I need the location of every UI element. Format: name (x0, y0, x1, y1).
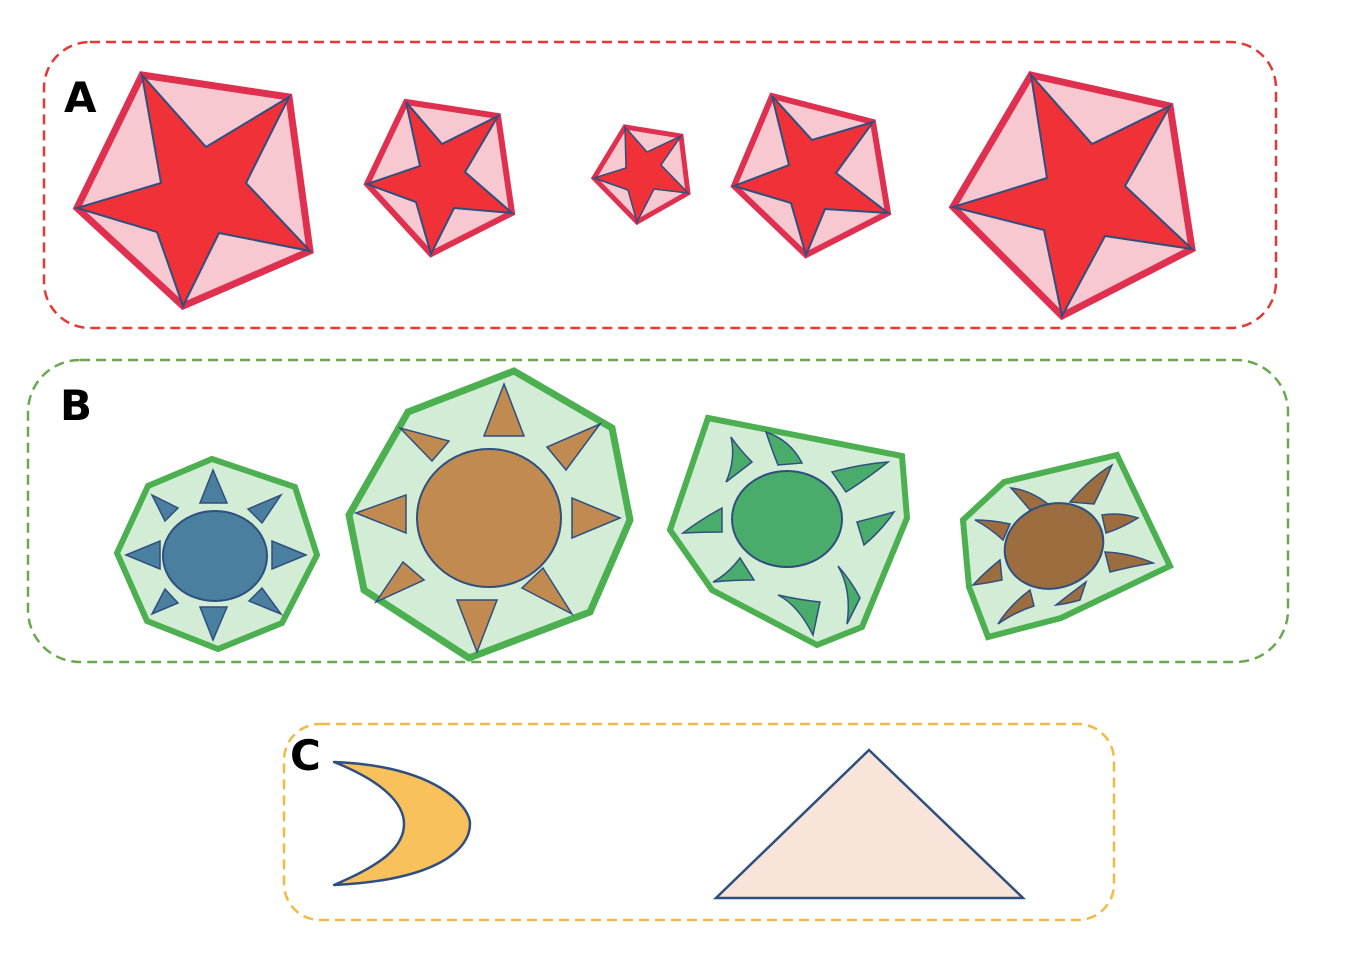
sun-in-heptagon-icon (113, 455, 321, 653)
panel-b: B (26, 358, 1290, 664)
star-in-pentagon-icon (72, 71, 314, 311)
sun-icon (416, 448, 562, 588)
star-in-pentagon-icon (363, 98, 516, 258)
sun-icon (1003, 502, 1105, 590)
panel-c-label: C (290, 731, 321, 780)
panel-a-border (42, 40, 1278, 330)
crescent-moon-icon (332, 760, 472, 887)
sun-in-heptagon-icon (666, 414, 911, 649)
triangle-icon (712, 748, 1027, 900)
star-in-pentagon-icon (948, 71, 1196, 321)
panel-c: C (282, 722, 1116, 922)
star-in-pentagon-icon (590, 124, 691, 226)
sun-icon (162, 510, 268, 602)
panel-a: A (42, 40, 1278, 330)
panel-a-label: A (64, 73, 97, 122)
panel-b-border (26, 358, 1290, 664)
panel-b-label: B (60, 381, 92, 430)
star-in-pentagon-icon (730, 92, 892, 259)
sun-icon (731, 470, 843, 568)
sun-in-heptagon-icon (959, 451, 1175, 641)
sun-in-heptagon-icon (345, 367, 634, 662)
